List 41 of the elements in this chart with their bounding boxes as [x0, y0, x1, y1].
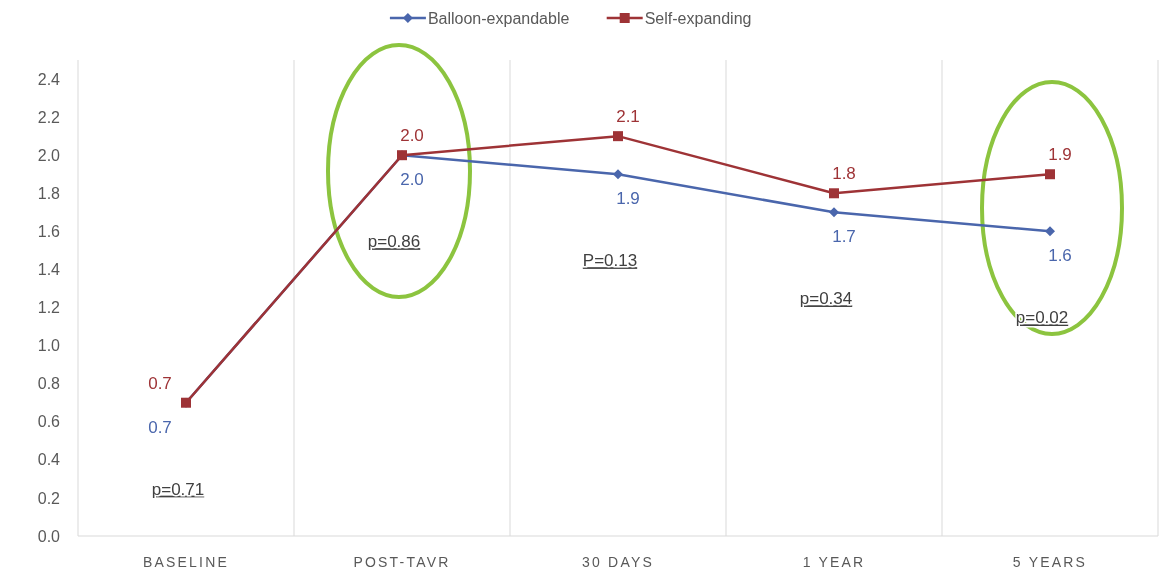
data-label: 1.8	[832, 164, 856, 184]
y-tick-label: 2.0	[37, 146, 61, 164]
data-label: 2.0	[400, 126, 424, 146]
data-label: 0.7	[148, 417, 172, 437]
y-tick-label: 2.2	[37, 108, 61, 126]
data-label: 0.7	[148, 373, 172, 393]
x-tick-label: BASELINE	[142, 554, 230, 570]
y-tick-label: 1.0	[37, 337, 61, 355]
data-label: 1.9	[616, 189, 640, 209]
y-tick-label: 0.4	[37, 451, 61, 469]
y-tick-label: 1.8	[37, 184, 61, 202]
data-label: 1.9	[1048, 145, 1072, 165]
point	[613, 131, 623, 142]
y-tick-label: 0.2	[37, 489, 61, 507]
annotation: p=0.34	[799, 289, 853, 309]
y-tick-label: 1.4	[37, 261, 61, 279]
x-tick-label: 1 YEAR	[802, 554, 866, 570]
y-tick-label: 0.6	[37, 413, 61, 431]
point	[1045, 169, 1055, 180]
data-label: 2.0	[400, 170, 424, 190]
annotation: p=0.71	[151, 479, 205, 499]
annotation: p=0.02	[1015, 308, 1069, 328]
point	[1045, 226, 1055, 237]
data-label: 1.7	[832, 227, 856, 247]
y-tick-label: 2.4	[37, 70, 61, 88]
data-label: 1.6	[1048, 246, 1072, 266]
annotation: P=0.13	[582, 251, 638, 271]
y-tick-label: 1.6	[37, 222, 61, 240]
y-tick-label: 0.8	[37, 375, 61, 393]
data-label: 2.1	[616, 107, 640, 127]
annotation: p=0.86	[367, 232, 421, 252]
y-tick-label: 1.2	[37, 299, 61, 317]
point	[613, 169, 623, 180]
legend-label: Balloon-expandable	[427, 9, 570, 27]
x-tick-label: 30 DAYS	[582, 554, 654, 570]
y-tick-label: 0.0	[37, 527, 61, 545]
point	[829, 207, 839, 218]
x-tick-label: 5 YEARS	[1012, 554, 1088, 570]
legend-label: Self-expanding	[644, 9, 752, 27]
x-tick-label: POST-TAVR	[353, 554, 451, 570]
point	[829, 188, 839, 199]
